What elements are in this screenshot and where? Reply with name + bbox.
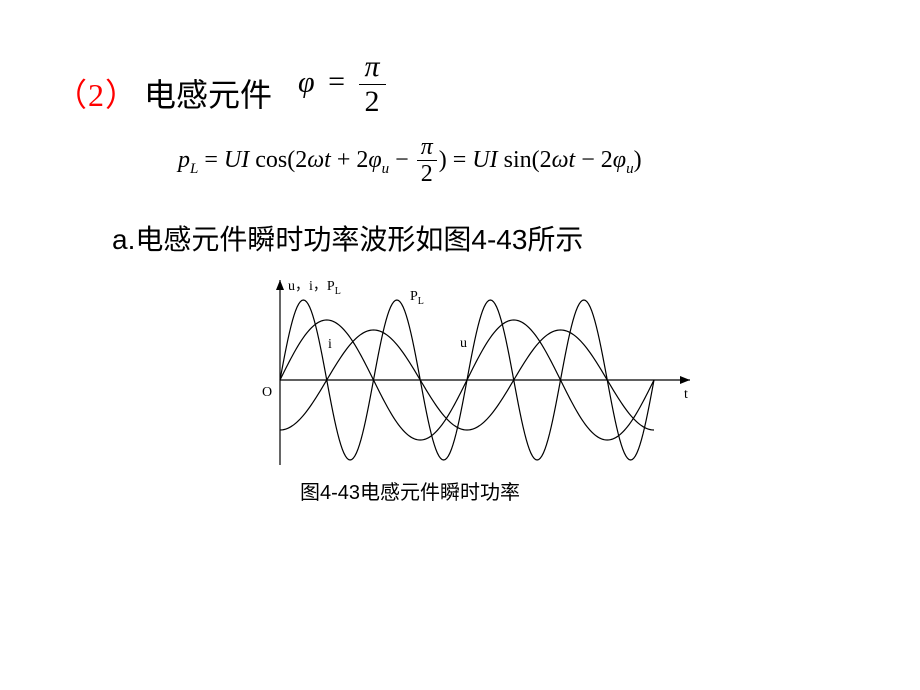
section-number: （2） (55, 70, 138, 116)
bullet-a: a.电感元件瞬时功率波形如图4-43所示 (112, 218, 583, 258)
figure-caption: 图4-43电感元件瞬时功率 (300, 476, 520, 505)
pL-equals1: = (204, 147, 218, 173)
bullet-a-text1: 电感元件瞬时功率波形如图 (135, 225, 471, 256)
svg-text:i: i (328, 337, 332, 352)
phi-denominator: 2 (359, 85, 386, 117)
caption-figno: 4-43 (320, 482, 360, 504)
equation-phi: φ = π 2 (298, 52, 386, 117)
pL-frac-den: 2 (417, 161, 437, 186)
slide-root: （2） 电感元件 φ = π 2 pL = UI cos(2ωt + 2φu −… (0, 0, 920, 690)
pL-phiu2: φ (613, 147, 626, 173)
pL-omegat2: ωt (552, 147, 576, 173)
pL-minus1: − (389, 147, 415, 173)
bullet-a-figno: 4-43 (471, 224, 527, 255)
equation-pL: pL = UI cos(2ωt + 2φu − π2) = UI sin(2ωt… (178, 135, 642, 186)
phi-equals: = (322, 65, 351, 98)
pL-frac: π2 (417, 135, 437, 186)
svg-text:u，i，PL: u，i，PL (288, 279, 341, 297)
pL-UI1: UI (224, 147, 249, 173)
svg-text:PL: PL (410, 289, 424, 307)
svg-text:t: t (684, 387, 688, 402)
pL-UI2: UI (472, 147, 497, 173)
phi-fraction: π 2 (359, 52, 386, 117)
pL-plus: + 2 (331, 147, 369, 173)
pL-minus2: − 2 (575, 147, 613, 173)
pL-omegat1: ωt (307, 147, 331, 173)
svg-text:u: u (460, 336, 467, 351)
pL-symbol: p (178, 147, 190, 173)
pL-sin: sin(2 (498, 147, 552, 173)
section-heading: （2） 电感元件 (55, 70, 272, 116)
caption-text: 电感元件瞬时功率 (360, 482, 520, 504)
phi-numerator: π (359, 52, 386, 85)
pL-cos: cos(2 (255, 147, 307, 173)
figure-4-43: Ou，i，PL t i u PL (250, 270, 700, 470)
pL-phiu1: φ (368, 147, 381, 173)
pL-close1: ) (439, 147, 453, 173)
pL-equals2: = (453, 147, 473, 173)
pL-subscript: L (190, 161, 198, 177)
pL-close2: ) (634, 147, 642, 173)
svg-text:O: O (262, 385, 272, 400)
waveform-chart: Ou，i，PL t i u PL (250, 270, 700, 470)
phi-lhs: φ (298, 65, 315, 98)
pL-frac-num: π (417, 135, 437, 161)
bullet-a-text2: 所示 (527, 225, 583, 256)
bullet-a-prefix: a. (112, 224, 135, 255)
pL-phiu2-sub: u (626, 161, 634, 177)
section-title: 电感元件 (144, 70, 272, 116)
caption-prefix: 图 (300, 482, 320, 504)
